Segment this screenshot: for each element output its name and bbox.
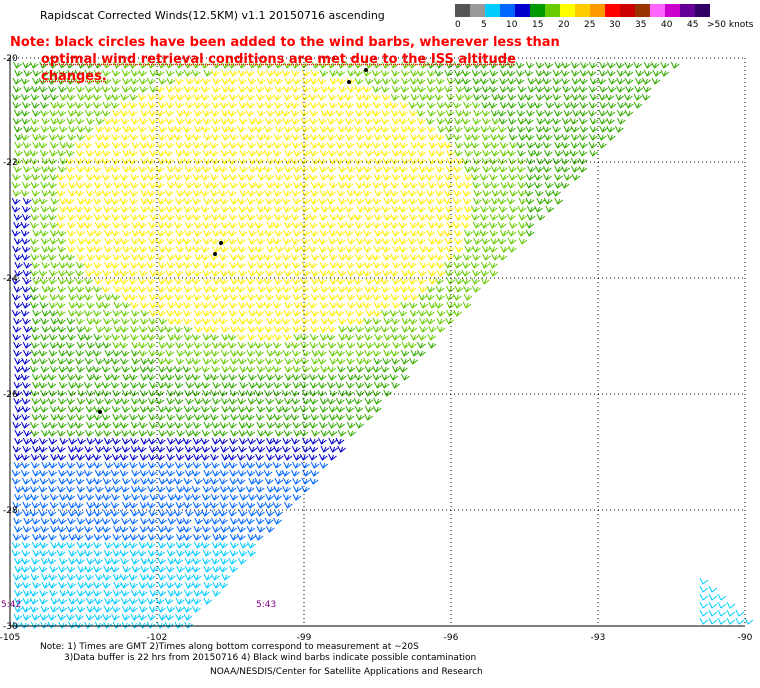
lat-tick-label: -26 [3, 390, 18, 400]
lat-tick-label: -22 [3, 158, 18, 168]
legend-swatch [680, 4, 695, 17]
contamination-marker [347, 80, 351, 84]
wind-speed-legend [455, 4, 710, 17]
lon-tick-label: -102 [147, 633, 167, 643]
legend-swatch [515, 4, 530, 17]
legend-label: 15 [532, 20, 544, 30]
lat-tick-label: -28 [3, 506, 18, 516]
time-label-mid: 5:43 [256, 600, 277, 610]
wind-barb-group [11, 461, 329, 541]
legend-label: 45 [687, 20, 699, 30]
legend-swatch [695, 4, 710, 17]
legend-label: 25 [584, 20, 596, 30]
legend-swatch [635, 4, 650, 17]
contamination-note: Note: black circles have been added to t… [10, 34, 570, 85]
contamination-marker [213, 252, 217, 256]
lon-tick-label: -105 [0, 633, 20, 643]
legend-label: 20 [558, 20, 570, 30]
legend-swatch [605, 4, 620, 17]
legend-label: 5 [481, 20, 487, 30]
wind-barb-group [56, 69, 473, 341]
footer-note-2: 3)Data buffer is 22 hrs from 20150716 4)… [64, 653, 477, 663]
contamination-marker [219, 241, 223, 245]
lat-tick-label: -24 [3, 274, 18, 284]
legend-swatch [500, 4, 515, 17]
legend-swatch [485, 4, 500, 17]
legend-label: >50 knots [707, 20, 754, 30]
legend-label: 40 [661, 20, 673, 30]
lon-tick-label: -93 [591, 633, 606, 643]
wind-barb-group [11, 61, 680, 437]
wind-barb-group [11, 61, 528, 373]
legend-swatch [530, 4, 545, 17]
wind-barb-group [11, 197, 347, 461]
wind-barbs [11, 61, 754, 629]
legend-swatch [620, 4, 635, 17]
legend-swatch [560, 4, 575, 17]
legend-swatch [455, 4, 470, 17]
legend-swatch [470, 4, 485, 17]
legend-swatch [590, 4, 605, 17]
legend-label: 35 [635, 20, 647, 30]
footer-credit: NOAA/NESDIS/Center for Satellite Applica… [210, 667, 483, 677]
legend-label: 0 [455, 20, 461, 30]
contamination-marker [98, 410, 102, 414]
legend-label: 30 [609, 20, 621, 30]
legend-swatch [575, 4, 590, 17]
lon-tick-label: -99 [297, 633, 312, 643]
note-line-1: Note: black circles have been added to t… [10, 35, 560, 50]
contamination-marker [364, 68, 368, 72]
lat-lon-grid [9, 57, 746, 627]
lat-tick-label: -30 [3, 622, 18, 632]
footer-note-1: Note: 1) Times are GMT 2)Times along bot… [40, 642, 419, 652]
legend-label: 10 [506, 20, 518, 30]
legend-swatch [665, 4, 680, 17]
lon-tick-label: -90 [738, 633, 753, 643]
legend-swatch [545, 4, 560, 17]
lat-tick-label: -20 [3, 54, 18, 64]
map-title: Rapidscat Corrected Winds(12.5KM) v1.1 2… [40, 9, 385, 22]
time-label-left: 5:42 [1, 600, 22, 610]
axis-ticks: -105 -102 -99 -96 -93 -90 -20 -22 -24 -26 -28 -30 [0, 54, 753, 643]
lon-tick-label: -96 [444, 633, 459, 643]
note-line-2: optimal wind retrieval conditions are me… [41, 52, 516, 84]
wind-barb-group [11, 541, 754, 629]
legend-swatch [650, 4, 665, 17]
